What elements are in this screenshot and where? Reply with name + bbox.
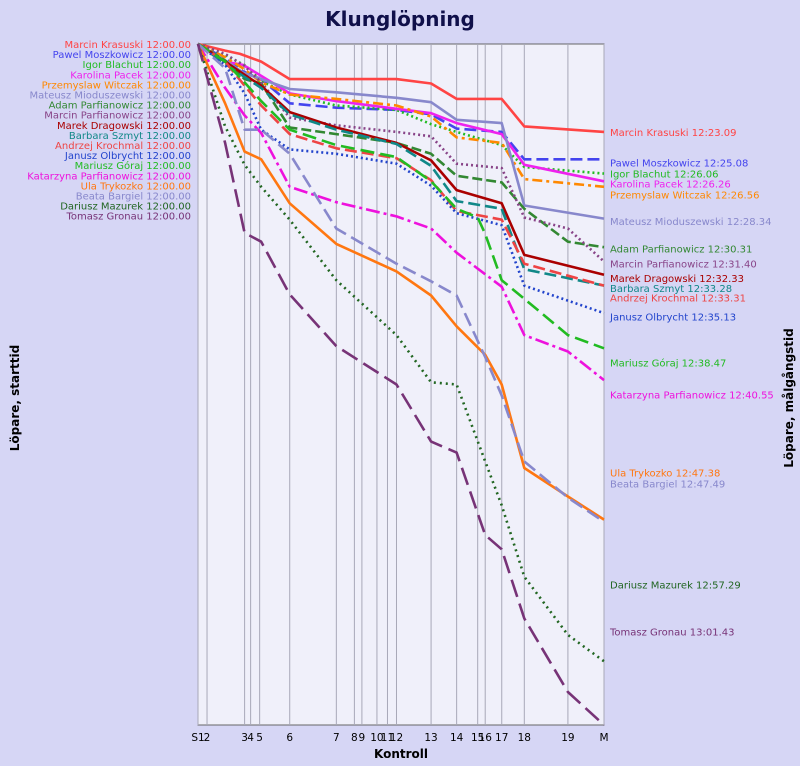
start-label: Adam Parfianowicz 12:00.00 bbox=[49, 101, 191, 112]
finish-label: Igor Blachut 12:26.06 bbox=[610, 170, 718, 181]
start-label: Tomasz Gronau 12:00.00 bbox=[66, 212, 192, 223]
start-label: Karolina Pacek 12:00.00 bbox=[70, 70, 191, 81]
x-tick-label: 10 bbox=[370, 732, 383, 744]
start-label: Igor Blachut 12:00.00 bbox=[83, 60, 191, 71]
start-label: Marek Dragowski 12:00.00 bbox=[57, 121, 191, 132]
series-line bbox=[197, 42, 605, 276]
x-tick-label: 4 bbox=[247, 732, 254, 744]
x-tick-label: 6 bbox=[286, 732, 293, 744]
start-label: Andrzej Krochmal 12:00.00 bbox=[55, 141, 191, 152]
series-line bbox=[197, 42, 605, 263]
x-tick-label: 7 bbox=[333, 732, 340, 744]
x-tick-label: 12 bbox=[390, 732, 403, 744]
plot-area bbox=[197, 43, 605, 726]
finish-label: Marcin Krasuski 12:23.09 bbox=[610, 128, 736, 139]
series-line bbox=[197, 42, 605, 287]
finish-label: Marcin Parfianowicz 12:31.40 bbox=[610, 260, 757, 271]
finish-labels: Marcin Krasuski 12:23.09 Pawel Moszkowicz… bbox=[609, 128, 774, 639]
series-line bbox=[197, 42, 605, 189]
x-axis-title: Kontroll bbox=[374, 747, 428, 761]
x-tick-label: 14 bbox=[450, 732, 464, 744]
finish-label: Ula Trykozko 12:47.38 bbox=[610, 468, 720, 479]
start-label: Janusz Olbrycht 12:00.00 bbox=[64, 151, 191, 162]
start-label: Pawel Moszkowicz 12:00.00 bbox=[53, 50, 191, 61]
finish-label: Barbara Szmyt 12:33.28 bbox=[610, 284, 732, 295]
finish-label: Pawel Moszkowicz 12:25.08 bbox=[610, 159, 748, 170]
finish-label: Marek Dragowski 12:32.33 bbox=[610, 274, 744, 285]
finish-label: Mateusz Mioduszewski 12:28.34 bbox=[610, 217, 771, 228]
series-line bbox=[196, 43, 605, 726]
x-tick-label: 9 bbox=[359, 732, 366, 744]
series-lines bbox=[196, 42, 605, 726]
start-label: Marcin Krasuski 12:00.00 bbox=[65, 40, 191, 51]
finish-label: Karolina Pacek 12:26.26 bbox=[610, 179, 731, 190]
finish-label: Przemyslaw Witczak 12:26.56 bbox=[610, 190, 759, 201]
series-line bbox=[197, 42, 605, 315]
x-tick-label: 15 bbox=[471, 732, 484, 744]
x-tick-label: 19 bbox=[561, 732, 574, 744]
series-line bbox=[196, 43, 605, 382]
start-label: Mateusz Mioduszewski 12:00.00 bbox=[30, 91, 191, 102]
series-line bbox=[197, 42, 605, 287]
x-tick-label: S1 bbox=[191, 732, 204, 744]
start-label: Ula Trykozko 12:00.00 bbox=[81, 181, 191, 192]
y-axis-title-right: Löpare, målgångstid bbox=[782, 328, 796, 468]
x-tick-label: 11 bbox=[381, 732, 394, 744]
finish-label: Mariusz Góraj 12:38.47 bbox=[610, 358, 726, 370]
x-tick-label: 18 bbox=[518, 732, 531, 744]
x-tick-label: M bbox=[599, 732, 608, 744]
x-tick-label: 17 bbox=[495, 732, 508, 744]
start-label: Dariusz Mazurek 12:00.00 bbox=[60, 202, 191, 213]
finish-label: Adam Parfianowicz 12:30.31 bbox=[610, 244, 752, 255]
series-line bbox=[197, 43, 605, 523]
series-line bbox=[197, 42, 605, 134]
finish-label: Katarzyna Parfianowicz 12:40.55 bbox=[610, 390, 774, 401]
chart-title: Klunglöpning bbox=[325, 7, 475, 31]
series-line bbox=[197, 42, 605, 350]
start-label: Mariusz Góraj 12:00.00 bbox=[75, 160, 191, 172]
x-tick-label: 3 bbox=[241, 732, 248, 744]
x-tick-label: 8 bbox=[351, 732, 358, 744]
start-label: Beata Bargiel 12:00.00 bbox=[76, 192, 191, 203]
start-label: Przemyslaw Witczak 12:00.00 bbox=[42, 80, 191, 91]
series-line bbox=[197, 42, 605, 249]
series-line bbox=[197, 42, 605, 175]
y-axis-title-left: Löpare, starttid bbox=[8, 345, 22, 451]
finish-label: Andrzej Krochmal 12:33.31 bbox=[610, 294, 746, 305]
finish-label: Dariusz Mazurek 12:57.29 bbox=[610, 580, 741, 591]
finish-label: Beata Bargiel 12:47.49 bbox=[610, 479, 725, 490]
finish-label: Tomasz Gronau 13:01.43 bbox=[609, 628, 735, 639]
start-label: Marcin Parfianowicz 12:00.00 bbox=[44, 111, 191, 122]
x-tick-label: 2 bbox=[204, 732, 211, 744]
x-tick-label: 13 bbox=[424, 732, 437, 744]
start-label: Barbara Szmyt 12:00.00 bbox=[69, 131, 191, 142]
x-tick-label: 5 bbox=[256, 732, 263, 744]
start-label: Katarzyna Parfianowicz 12:00.00 bbox=[27, 171, 191, 182]
finish-label: Janusz Olbrycht 12:35.13 bbox=[609, 312, 736, 323]
x-tick-label: 16 bbox=[479, 732, 493, 744]
